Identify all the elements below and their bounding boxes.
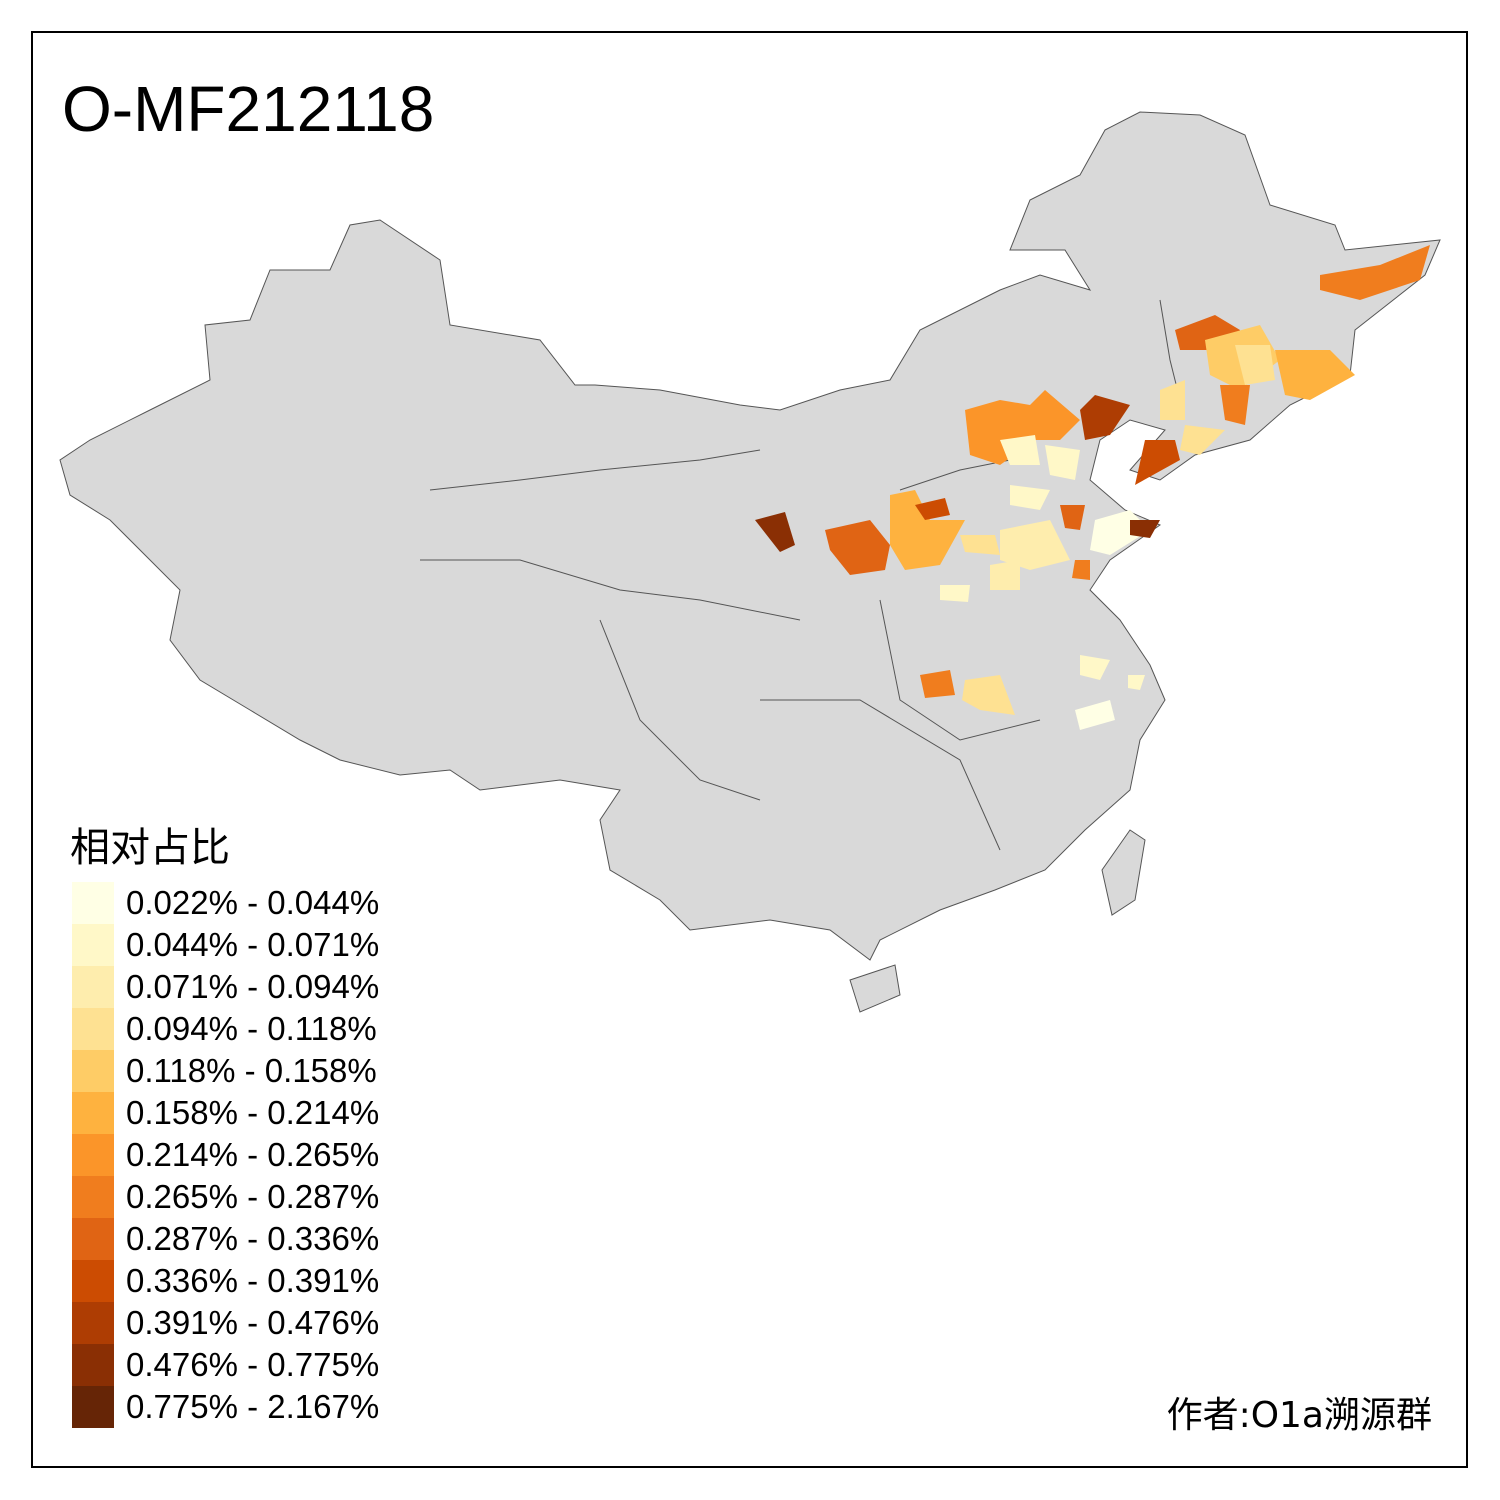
legend-swatch — [72, 1092, 114, 1134]
legend-swatch — [72, 1260, 114, 1302]
legend-item: 0.287% - 0.336% — [72, 1218, 379, 1260]
legend: 0.022% - 0.044% 0.044% - 0.071% 0.071% - 0… — [72, 882, 379, 1428]
author-credit: 作者:O1a溯源群 — [1166, 1395, 1432, 1436]
legend-swatch — [72, 1218, 114, 1260]
legend-label: 0.118% - 0.158% — [126, 1052, 377, 1089]
highlighted-regions — [755, 245, 1430, 730]
legend-label: 0.214% - 0.265% — [126, 1136, 380, 1173]
legend-item: 0.158% - 0.214% — [72, 1092, 379, 1134]
legend-item: 0.391% - 0.476% — [72, 1302, 379, 1344]
legend-label: 0.158% - 0.214% — [126, 1094, 380, 1131]
legend-swatch — [72, 1134, 114, 1176]
legend-label: 0.775% - 2.167% — [126, 1388, 380, 1425]
legend-label: 0.287% - 0.336% — [126, 1220, 380, 1257]
legend-swatch — [72, 1302, 114, 1344]
legend-label: 0.336% - 0.391% — [126, 1262, 380, 1299]
legend-swatch — [72, 1176, 114, 1218]
legend-label: 0.265% - 0.287% — [126, 1178, 380, 1215]
legend-item: 0.476% - 0.775% — [72, 1344, 379, 1386]
legend-label: 0.391% - 0.476% — [126, 1304, 380, 1341]
legend-swatch — [72, 966, 114, 1008]
hainan-island — [849, 964, 901, 1013]
legend-item: 0.044% - 0.071% — [72, 924, 379, 966]
legend-swatch — [72, 1386, 114, 1428]
legend-swatch — [72, 1008, 114, 1050]
legend-label: 0.476% - 0.775% — [126, 1346, 380, 1383]
legend-item: 0.022% - 0.044% — [72, 882, 379, 924]
legend-label: 0.022% - 0.044% — [126, 884, 380, 921]
legend-item: 0.336% - 0.391% — [72, 1260, 379, 1302]
taiwan-island — [1101, 829, 1146, 916]
legend-swatch — [72, 924, 114, 966]
legend-item: 0.775% - 2.167% — [72, 1386, 379, 1428]
map-frame — [31, 31, 1468, 1468]
legend-item: 0.214% - 0.265% — [72, 1134, 379, 1176]
map-title: O-MF212118 — [62, 73, 435, 145]
legend-item: 0.071% - 0.094% — [72, 966, 379, 1008]
legend-item: 0.118% - 0.158% — [72, 1050, 379, 1092]
legend-item: 0.265% - 0.287% — [72, 1176, 379, 1218]
legend-swatch — [72, 1050, 114, 1092]
legend-label: 0.094% - 0.118% — [126, 1010, 377, 1047]
province-borders — [420, 299, 1181, 851]
legend-title: 相对占比 — [70, 825, 230, 871]
legend-swatch — [72, 1344, 114, 1386]
legend-item: 0.094% - 0.118% — [72, 1008, 379, 1050]
china-outline — [59, 111, 1441, 961]
legend-label: 0.044% - 0.071% — [126, 926, 380, 963]
legend-swatch — [72, 882, 114, 924]
legend-label: 0.071% - 0.094% — [126, 968, 380, 1005]
